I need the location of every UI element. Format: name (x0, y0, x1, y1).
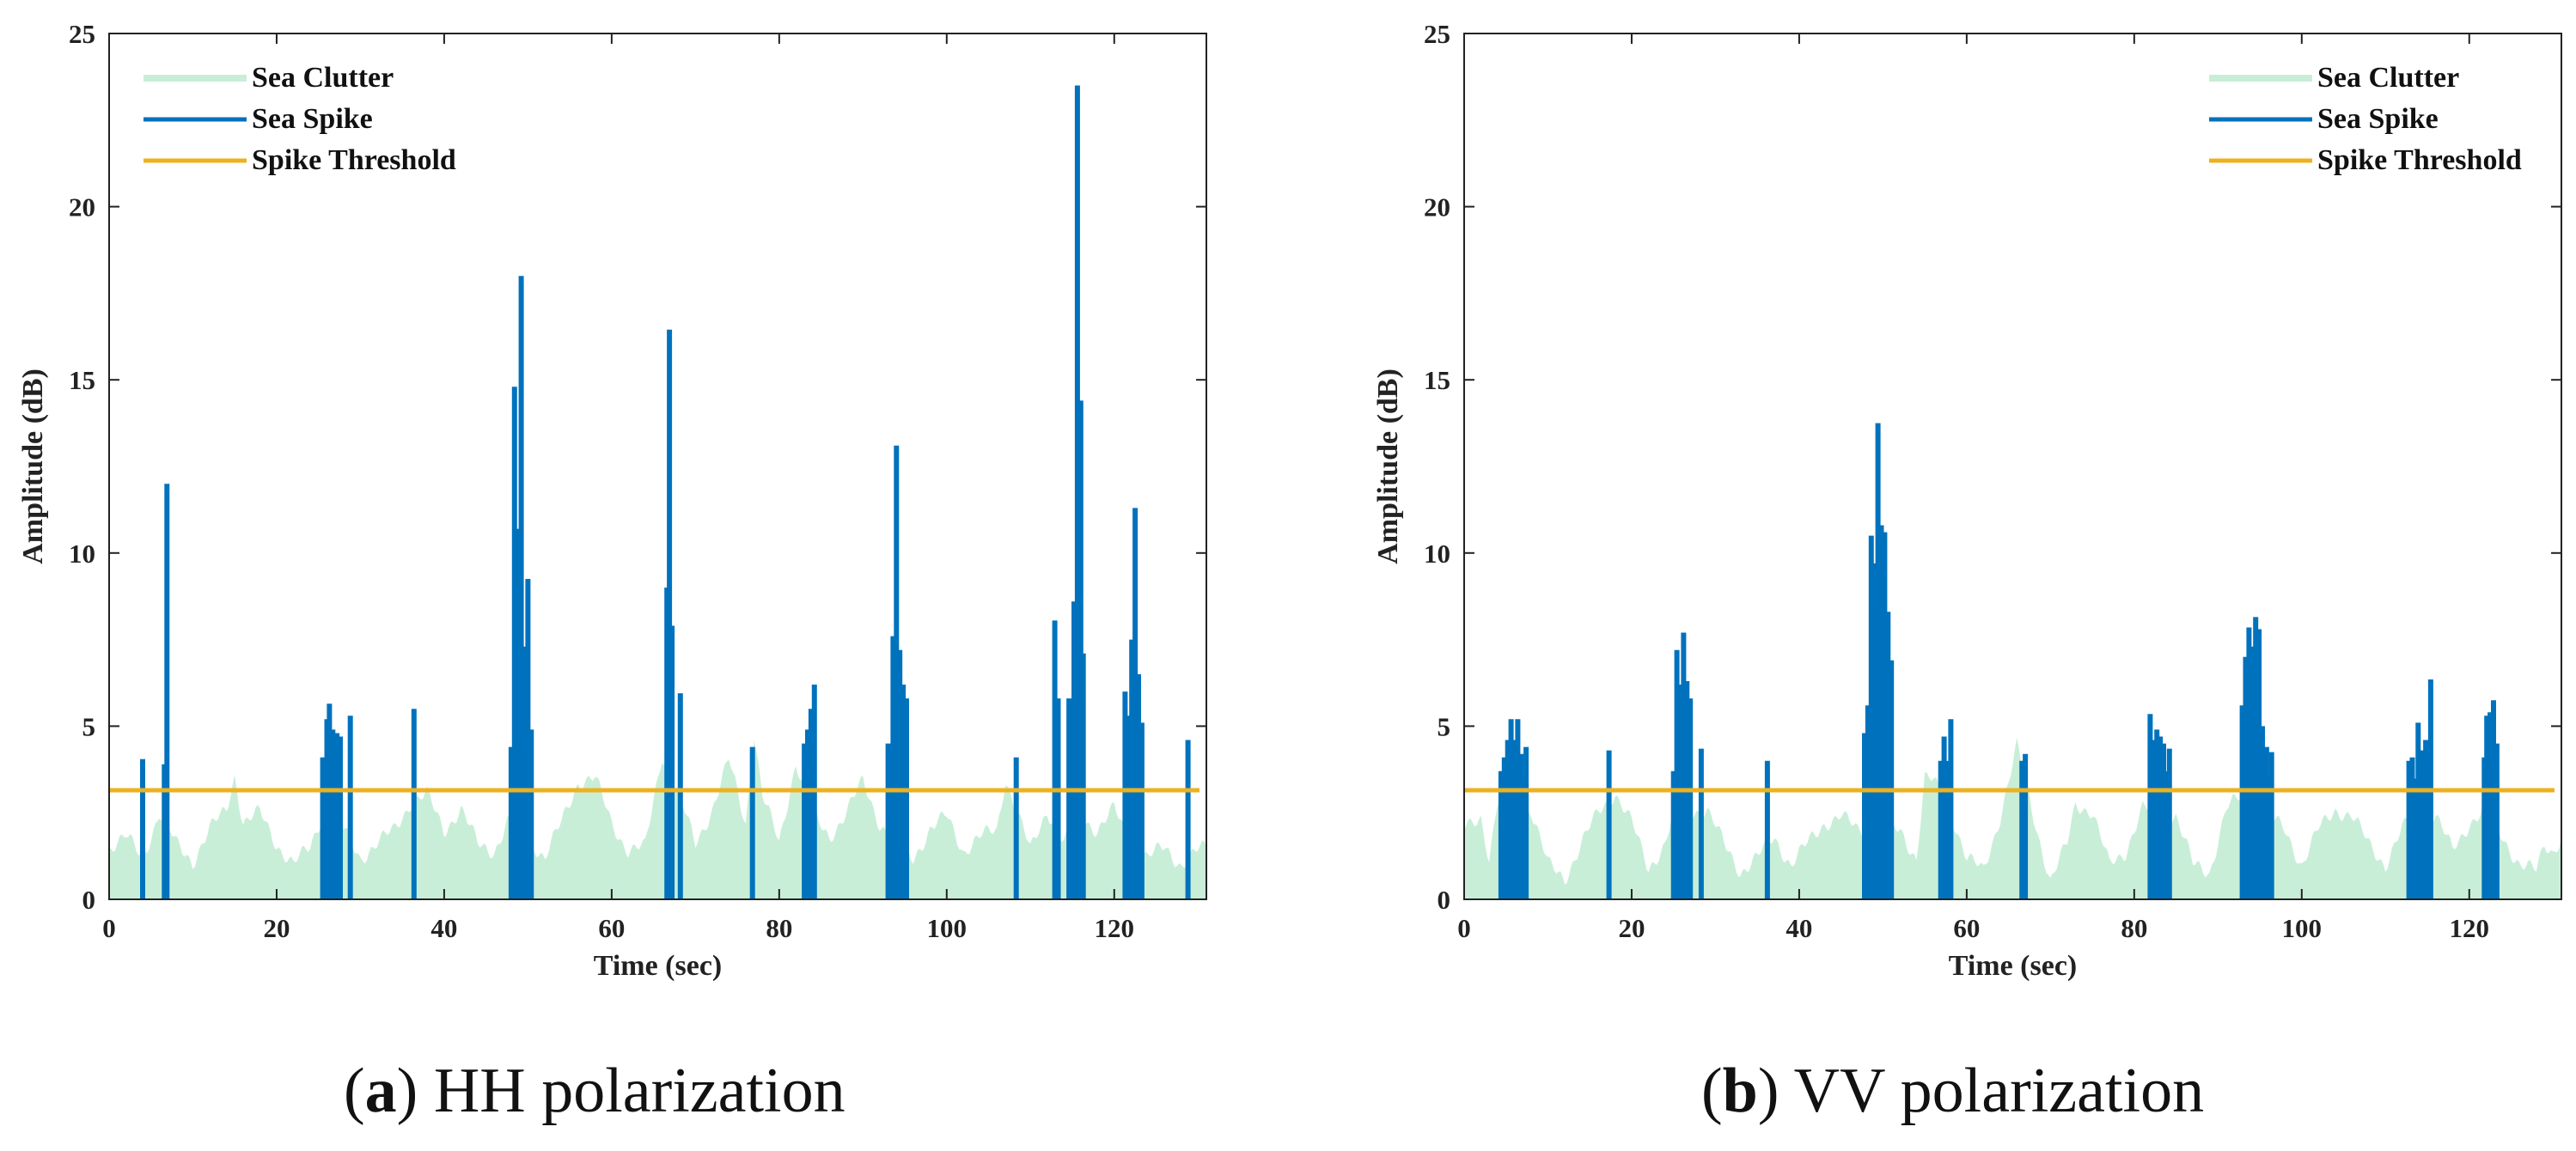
legend: Sea Clutter Sea Spike Spike Threshold (2209, 62, 2522, 176)
x-tick-label: 100 (927, 913, 968, 943)
sea-clutter-area (1464, 737, 2561, 899)
y-tick-label: 15 (1424, 365, 1450, 395)
x-tick-label: 0 (1457, 913, 1471, 943)
y-tick-label: 20 (1424, 192, 1450, 222)
sea-spike-fill (1944, 760, 1951, 899)
y-tick-label: 0 (82, 885, 96, 915)
caption-a-text: HH polarization (433, 1056, 845, 1126)
x-tick-label: 0 (102, 913, 116, 943)
panel-b-chart: 0 5 10 15 20 25 0 20 40 60 80 100 120 Time (sec) Ampli… (1372, 19, 2562, 982)
plot-area (109, 33, 1206, 899)
y-tick-label: 10 (69, 539, 95, 569)
caption-a: (a) HH polarization (344, 1056, 845, 1126)
legend-label: Sea Spike (252, 103, 373, 135)
x-tick-label: 60 (1953, 913, 1980, 943)
x-tick-label: 20 (1618, 913, 1645, 943)
sea-spike-fill (2412, 778, 2419, 899)
sea-spike-fill (2164, 770, 2170, 899)
x-tick-label: 120 (2450, 913, 2490, 943)
plot-content (109, 85, 1206, 899)
legend-label: Sea Clutter (2317, 62, 2459, 94)
y-tick-label: 25 (1424, 19, 1450, 49)
plot-area (1464, 33, 2561, 899)
x-tick-label: 80 (766, 913, 792, 943)
legend: Sea Clutter Sea Spike Spike Threshold (143, 62, 456, 176)
x-tick-label: 20 (263, 913, 290, 943)
panel-a-chart: 0 5 10 15 20 25 0 20 40 60 80 100 120 Time (sec) Ampli… (17, 19, 1207, 982)
y-tick-label: 15 (69, 365, 95, 395)
x-axis-label: Time (sec) (594, 950, 722, 982)
legend-label: Spike Threshold (2317, 144, 2522, 176)
caption-b-text: VV polarization (1793, 1056, 2205, 1126)
plot-content (1464, 423, 2561, 899)
legend-label: Sea Spike (2317, 103, 2439, 135)
y-tick-label: 5 (1438, 711, 1451, 741)
y-axis-label: Amplitude (dB) (1372, 368, 1404, 564)
x-tick-label: 40 (1785, 913, 1812, 943)
x-axis-label: Time (sec) (1949, 950, 2077, 982)
y-tick-label: 5 (82, 711, 96, 741)
y-tick-label: 0 (1438, 885, 1451, 915)
y-tick-label: 25 (69, 19, 95, 49)
x-tick-label: 60 (598, 913, 625, 943)
x-tick-label: 40 (430, 913, 457, 943)
caption-b-letter: b (1722, 1056, 1758, 1126)
axes-box (1463, 33, 2562, 900)
y-tick-label: 10 (1424, 539, 1450, 569)
axes-box (108, 33, 1207, 900)
x-tick-label: 80 (2121, 913, 2147, 943)
caption-b: (b) VV polarization (1701, 1056, 2205, 1126)
y-tick-label: 20 (69, 192, 95, 222)
caption-a-letter: a (364, 1056, 397, 1126)
y-axis-label: Amplitude (dB) (17, 368, 49, 564)
legend-label: Spike Threshold (252, 144, 456, 176)
legend-label: Sea Clutter (252, 62, 394, 94)
sea-clutter-area (109, 740, 1206, 899)
x-tick-label: 100 (2282, 913, 2323, 943)
x-tick-label: 120 (1095, 913, 1135, 943)
